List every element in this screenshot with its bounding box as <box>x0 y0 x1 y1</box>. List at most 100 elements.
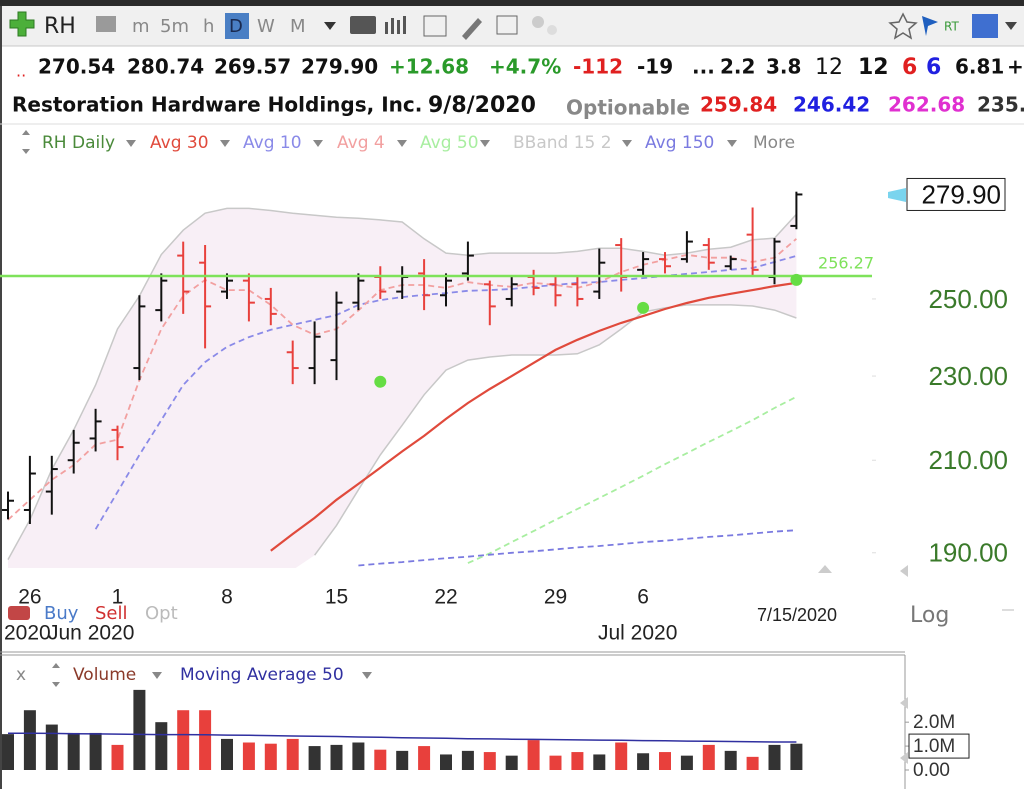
volume-bar <box>330 744 343 770</box>
last-price-label: 279.90 <box>921 179 1001 209</box>
volume-bar <box>549 755 562 770</box>
interval[interactable]: 5m <box>160 16 189 37</box>
reference-label: 256.27 <box>818 254 874 273</box>
dropdown[interactable] <box>313 140 323 147</box>
quote-value: 270.54 <box>38 55 115 79</box>
last-date: 7/15/2020 <box>757 605 837 625</box>
dropdown[interactable] <box>152 672 162 679</box>
signal-dot <box>790 273 803 286</box>
volume-bar <box>440 754 452 770</box>
icon[interactable] <box>350 16 376 34</box>
buy-button[interactable]: Buy <box>44 603 79 624</box>
price-pointer <box>888 188 906 202</box>
y-tick-label: 250.00 <box>928 284 1008 314</box>
last-price-box <box>906 177 1006 211</box>
volume-bar <box>89 732 102 770</box>
symbol[interactable]: RH <box>44 14 76 39</box>
legend-item[interactable]: Avg 4 <box>337 133 385 153</box>
legend-item[interactable]: BBand 15 2 <box>513 133 612 153</box>
interval[interactable]: W <box>257 16 275 37</box>
y-tick-label: 190.00 <box>928 538 1008 568</box>
marker: .. <box>16 62 26 81</box>
sell-button[interactable]: Sell <box>95 603 128 624</box>
dropdown[interactable] <box>220 140 230 147</box>
interval[interactable]: M <box>290 16 306 37</box>
dropdown[interactable] <box>1005 22 1017 30</box>
legend-item[interactable]: Avg 30 <box>150 133 209 153</box>
quote-value: 269.57 <box>214 55 291 79</box>
volume-bar <box>45 724 58 770</box>
icon[interactable] <box>385 16 406 34</box>
icon[interactable] <box>462 18 482 40</box>
quote-value: 12 <box>815 55 843 80</box>
icon[interactable] <box>547 25 557 35</box>
volume-bar <box>111 744 124 770</box>
dropdown[interactable] <box>362 672 372 679</box>
quote-value: 6 <box>926 55 941 80</box>
volume-bar <box>461 750 474 770</box>
dropdown[interactable] <box>126 140 136 147</box>
volume-ma-title: Moving Average 50 <box>180 665 344 685</box>
company-value: 246.42 <box>793 93 870 117</box>
icon[interactable] <box>423 15 447 37</box>
volume-bar <box>2 734 14 770</box>
volume-bar <box>527 740 540 770</box>
add-button[interactable] <box>9 11 35 37</box>
volume-bar <box>221 738 233 770</box>
y-tick-label: 0.00 <box>913 760 950 781</box>
icon[interactable] <box>96 16 116 32</box>
icon[interactable] <box>922 16 938 36</box>
quote-value: 3.8 <box>766 55 801 79</box>
scroll-arrow[interactable] <box>900 752 908 764</box>
moving-average <box>270 281 797 552</box>
scale-mode[interactable]: Log <box>910 603 949 628</box>
dropdown[interactable] <box>324 22 336 30</box>
quote-value: 12 <box>858 55 889 80</box>
x-tick-label: 22 <box>434 586 457 609</box>
y-tick-label: 230.00 <box>928 361 1008 391</box>
volume-bar <box>374 749 387 770</box>
month-label: Jul 2020 <box>598 622 677 645</box>
quote-value: 6 <box>902 55 917 80</box>
volume-bar <box>790 743 803 770</box>
volume-panel: Volume Moving Average 50 0.00 1.0M 2.0M <box>2 665 970 781</box>
legend-item[interactable]: Avg 10 <box>243 133 302 153</box>
panel-close[interactable]: x <box>16 665 26 685</box>
volume-bar <box>177 710 190 770</box>
dropdown[interactable] <box>397 140 407 147</box>
y-tick-label: 210.00 <box>928 445 1008 475</box>
scroll-arrow[interactable] <box>900 565 908 577</box>
volume-bar <box>768 744 781 770</box>
volume-title: Volume <box>73 665 136 685</box>
quote-value: +12.68 <box>389 55 469 79</box>
interval[interactable]: m <box>132 16 150 37</box>
volume-bar <box>286 738 299 770</box>
dropdown[interactable] <box>480 140 490 147</box>
interval-selected <box>225 13 249 39</box>
legend-handle[interactable] <box>22 130 30 154</box>
scroll-arrow[interactable] <box>900 697 908 709</box>
opt-button[interactable]: Opt <box>145 603 178 624</box>
scroll-arrow[interactable] <box>818 565 832 573</box>
icon[interactable] <box>496 15 518 35</box>
interval[interactable]: D <box>229 16 243 37</box>
icon[interactable] <box>532 16 544 28</box>
legend-more[interactable]: More <box>753 133 795 153</box>
watchlist-star[interactable] <box>888 12 918 40</box>
interval[interactable]: h <box>203 16 214 37</box>
panel-handle[interactable] <box>52 663 60 687</box>
legend-item[interactable]: Avg 150 <box>645 133 714 153</box>
volume-bar <box>615 742 628 770</box>
legend-item[interactable]: Avg 50 <box>420 133 479 153</box>
status: Optionable <box>566 96 690 120</box>
dropdown[interactable] <box>622 140 632 147</box>
quote-value: +2 <box>1007 55 1024 79</box>
bband-lower <box>313 304 797 556</box>
volume-bar <box>593 754 606 770</box>
dropdown[interactable] <box>727 140 737 147</box>
trade-icon[interactable] <box>8 606 30 620</box>
volume-bar <box>352 742 365 770</box>
icon[interactable] <box>972 14 998 38</box>
